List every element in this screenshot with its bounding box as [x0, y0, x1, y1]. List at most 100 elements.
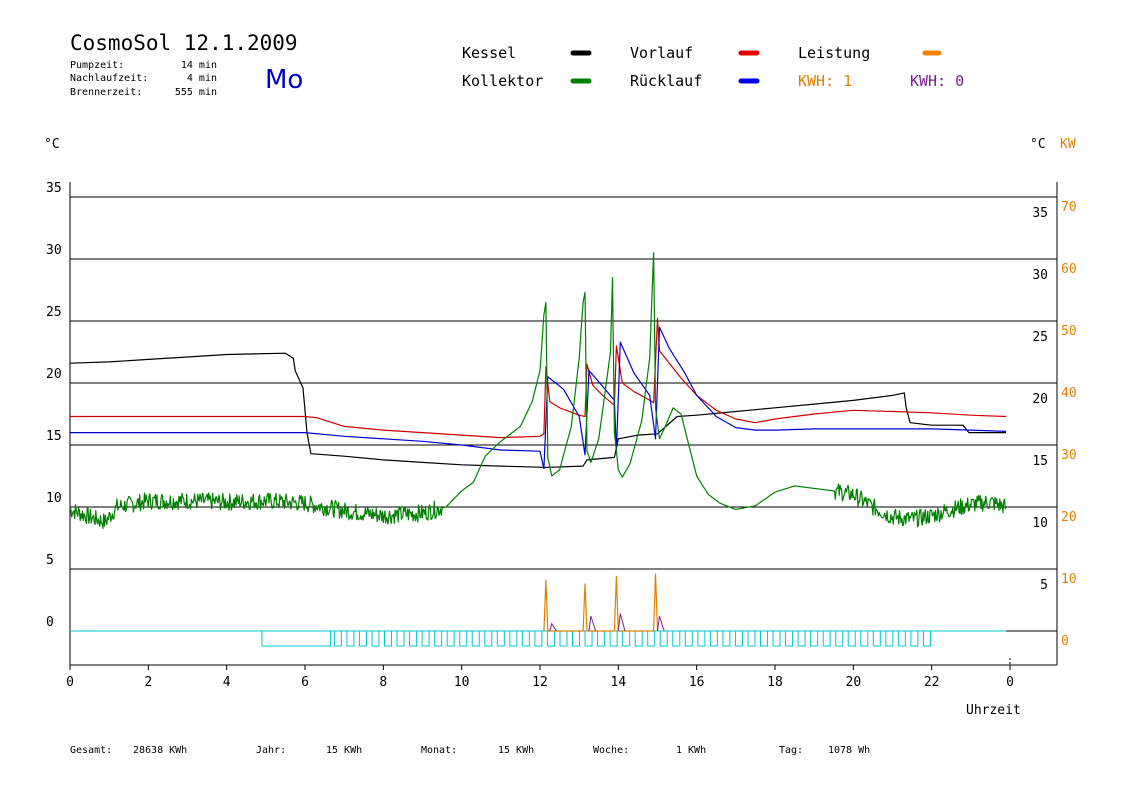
- right-tick-label-kw: 40: [1061, 386, 1077, 401]
- pump-pulse: [847, 630, 856, 647]
- pump-pulse: [772, 630, 781, 647]
- kwh-spike: [617, 613, 626, 632]
- legend-label-leistung: Leistung: [798, 44, 870, 62]
- series-leistung: [543, 573, 659, 632]
- burner-value: 555 min: [175, 87, 217, 98]
- x-tick-label: 6: [301, 675, 309, 690]
- legend-label-ruecklauf: Rücklauf: [630, 72, 702, 90]
- pump-pulse: [496, 630, 505, 647]
- pump-pulse: [897, 630, 906, 647]
- legend: Kessel Kollektor Vorlauf Rücklauf Leistu…: [462, 44, 964, 90]
- pump-pulse: [333, 630, 342, 647]
- footer-day-label: Tag:: [779, 745, 803, 756]
- left-tick-label: 20: [46, 367, 62, 382]
- right-tick-label-kw: 0: [1061, 634, 1069, 649]
- pump-pulse: [797, 630, 806, 647]
- pump-pulse: [860, 630, 869, 647]
- pump-block: [261, 630, 331, 647]
- left-unit-label: °C: [44, 137, 60, 152]
- pump-pulse: [597, 630, 606, 647]
- pump-pulse: [872, 630, 881, 647]
- pump-pulse: [572, 630, 581, 647]
- pump-pulse: [697, 630, 706, 647]
- x-tick-label: 0: [1006, 675, 1014, 690]
- left-tick-label: 15: [46, 429, 62, 444]
- pump-pulse: [384, 630, 393, 647]
- right-tick-label-c: 5: [1040, 578, 1048, 593]
- pump-pulse: [634, 630, 643, 647]
- series-kessel: [69, 352, 1007, 468]
- legend-label-kessel: Kessel: [462, 44, 516, 62]
- gridlines: [70, 196, 1057, 632]
- x-tick-label: 4: [223, 675, 231, 690]
- pump-pulse: [760, 630, 769, 647]
- series-ruecklauf: [70, 326, 1007, 470]
- pump-pulse: [546, 630, 555, 647]
- x-tick-label: 2: [144, 675, 152, 690]
- pump-pulse: [534, 630, 543, 647]
- right-tick-label-c: 20: [1032, 392, 1048, 407]
- x-tick-label: 22: [924, 675, 940, 690]
- pump-pulse: [358, 630, 367, 647]
- series-layer: [69, 252, 1007, 632]
- x-tick-label: 8: [379, 675, 387, 690]
- x-tick-label: 18: [767, 675, 783, 690]
- pump-pulse: [922, 630, 931, 647]
- right-unit-label: °C: [1030, 137, 1046, 152]
- pump-pulse: [835, 630, 844, 647]
- footer-total-value: 28638 KWh: [133, 745, 187, 756]
- x-axis-title: Uhrzeit: [966, 703, 1021, 718]
- footer-day-value: 1078 Wh: [828, 745, 870, 756]
- series-kollektor: [69, 252, 1007, 529]
- right-tick-label-kw: 70: [1061, 200, 1077, 215]
- right-tick-label-c: 25: [1032, 330, 1048, 345]
- pump-pulse: [471, 630, 480, 647]
- pump-pulse: [434, 630, 443, 647]
- x-tick-label: 14: [611, 675, 627, 690]
- chart-title: CosmoSol 12.1.2009: [70, 31, 298, 55]
- right-tick-label-c: 15: [1032, 454, 1048, 469]
- pump-pulse: [459, 630, 468, 647]
- right-tick-label-kw: 10: [1061, 572, 1077, 587]
- pump-pulse: [885, 630, 894, 647]
- left-tick-label: 10: [46, 491, 62, 506]
- pump-pulse: [622, 630, 631, 647]
- pump-pulse: [521, 630, 530, 647]
- pump-pulse: [346, 630, 355, 647]
- pump-pulse: [785, 630, 794, 647]
- pump-pulse: [421, 630, 430, 647]
- pump-pulse: [734, 630, 743, 647]
- right-tick-label-c: 35: [1032, 206, 1048, 221]
- pump-pulse: [672, 630, 681, 647]
- pump-pulse: [609, 630, 618, 647]
- pump-pulse: [822, 630, 831, 647]
- kwh-label-2: KWH: 0: [910, 72, 964, 90]
- footer-year-label: Jahr:: [256, 745, 286, 756]
- left-tick-label: 0: [46, 615, 54, 630]
- kwh-spike: [657, 615, 665, 632]
- after-label: Nachlaufzeit:: [70, 73, 148, 84]
- pump-label: Pumpzeit:: [70, 60, 124, 71]
- pump-pulse: [584, 630, 593, 647]
- right-tick-label-c: 30: [1032, 268, 1048, 283]
- x-tick-label: 10: [454, 675, 470, 690]
- legend-label-vorlauf: Vorlauf: [630, 44, 693, 62]
- x-tick-label: 16: [689, 675, 705, 690]
- pump-value: 14 min: [181, 60, 217, 71]
- pump-pulse: [722, 630, 731, 647]
- footer-total-label: Gesamt:: [70, 745, 112, 756]
- x-tick-label: 0: [66, 675, 74, 690]
- pump-pulse: [409, 630, 418, 647]
- footer-month-label: Monat:: [421, 745, 457, 756]
- left-tick-label: 25: [46, 305, 62, 320]
- right-tick-labels: 35 30 25 20 15 10 5 70 60 50 40 30 20 10 0: [1032, 200, 1076, 649]
- right-tick-label-c: 10: [1032, 516, 1048, 531]
- footer-week-value: 1 KWh: [676, 745, 706, 756]
- x-tick-label: 12: [532, 675, 548, 690]
- pump-pulse: [509, 630, 518, 647]
- footer-week-label: Woche:: [593, 745, 629, 756]
- footer-totals: Gesamt: 28638 KWh Jahr: 15 KWh Monat: 15…: [70, 745, 870, 756]
- right-tick-label-kw: 60: [1061, 262, 1077, 277]
- pump-pulse: [396, 630, 405, 647]
- pump-pulse: [684, 630, 693, 647]
